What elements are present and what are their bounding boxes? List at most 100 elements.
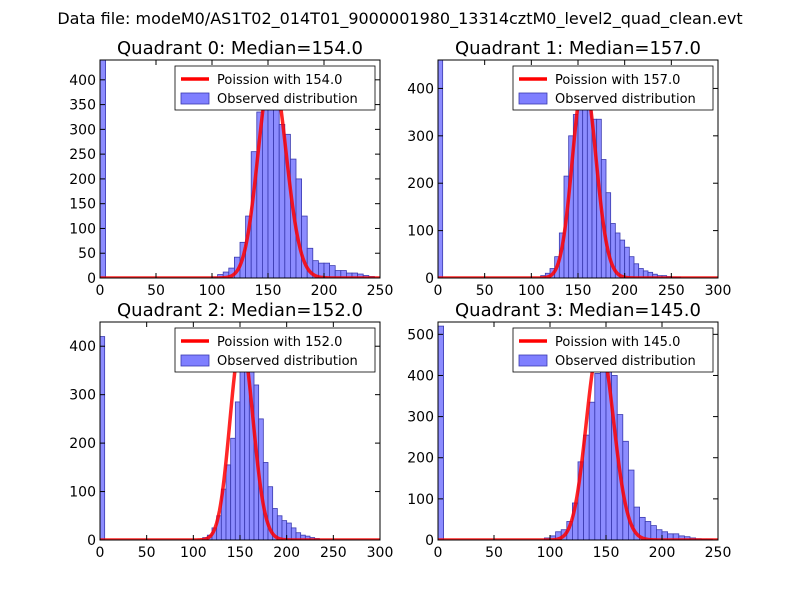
x-tick-label: 250	[658, 283, 685, 299]
y-tick-label: 400	[69, 339, 96, 355]
legend: Poission with 145.0 Observed distribution	[512, 327, 714, 373]
histogram-bar	[100, 336, 106, 540]
histogram-bar	[633, 263, 640, 278]
x-tick-label: 100	[199, 283, 226, 299]
legend-label-observed: Observed distribution	[217, 354, 358, 369]
y-tick-label: 0	[87, 533, 96, 549]
histogram-bar	[438, 60, 444, 278]
histogram-bar	[577, 90, 584, 278]
y-tick-label: 200	[407, 176, 434, 192]
legend-label-observed: Observed distribution	[217, 92, 358, 107]
legend-bar-swatch	[518, 354, 548, 367]
histogram-bar	[230, 437, 236, 540]
histogram-bar	[644, 521, 652, 540]
x-tick-label: 50	[147, 283, 165, 299]
y-tick-label: 200	[407, 451, 434, 467]
x-tick-label: 250	[367, 283, 394, 299]
x-tick-label: 150	[593, 545, 620, 561]
quadrant-0-panel: 0 50 100 150 200 250 0 50 100 150 200 250 300 350 400 Q…	[69, 38, 393, 299]
legend-bar-swatch	[518, 92, 548, 105]
x-tick-label: 200	[273, 545, 300, 561]
x-tick-label: 200	[311, 283, 338, 299]
histogram-bar	[281, 520, 288, 540]
legend-label-fit: Poission with 157.0	[555, 73, 680, 88]
x-tick-label: 100	[180, 545, 207, 561]
x-tick-label: 300	[705, 283, 732, 299]
histogram-bar	[594, 373, 601, 540]
y-tick-label: 300	[69, 388, 96, 404]
legend: Poission with 152.0 Observed distribution	[174, 327, 376, 373]
histogram-bar	[234, 401, 241, 540]
x-tick-label: 50	[138, 545, 156, 561]
x-tick-label: 0	[96, 283, 105, 299]
x-tick-label: 150	[227, 545, 254, 561]
y-tick-label: 0	[425, 533, 434, 549]
x-tick-label: 0	[96, 545, 105, 561]
histogram-bar	[438, 325, 444, 540]
y-tick-label: 150	[69, 197, 96, 213]
histogram-bar	[628, 256, 635, 278]
histogram-bar	[239, 362, 246, 540]
y-tick-label: 100	[407, 224, 434, 240]
x-tick-label: 250	[320, 545, 347, 561]
y-tick-label: 300	[69, 122, 96, 138]
histogram-bar	[650, 525, 657, 540]
histogram-bar	[290, 527, 297, 540]
histogram-bar	[273, 81, 280, 278]
legend-bar-swatch	[180, 354, 210, 367]
x-tick-label: 0	[434, 545, 443, 561]
histogram-bar	[100, 60, 106, 278]
y-tick-label: 250	[69, 147, 96, 163]
x-tick-label: 50	[476, 283, 494, 299]
y-tick-label: 100	[407, 492, 434, 508]
quadrant-3-panel: 0 50 100 150 200 250 0 100 200 300 400 500 Quadrant …	[407, 300, 731, 561]
histogram-bar	[225, 464, 232, 540]
legend-label-observed: Observed distribution	[555, 354, 696, 369]
y-tick-label: 200	[69, 172, 96, 188]
legend-label-fit: Poission with 154.0	[217, 73, 342, 88]
histogram-bar	[600, 362, 607, 540]
panel-title: Quadrant 3: Median=145.0	[455, 300, 701, 321]
x-tick-label: 100	[518, 283, 545, 299]
y-tick-label: 400	[407, 368, 434, 384]
x-tick-label: 50	[485, 545, 503, 561]
histogram-bar	[624, 246, 630, 278]
legend: Poission with 154.0 Observed distribution	[174, 65, 376, 111]
histogram-bar	[323, 262, 330, 278]
y-tick-label: 400	[407, 81, 434, 97]
y-tick-label: 50	[78, 246, 96, 262]
axes-frame	[437, 321, 719, 541]
legend-bar-swatch	[180, 92, 210, 105]
histogram-bar	[628, 469, 635, 540]
x-tick-label: 150	[565, 283, 592, 299]
poisson-fit-line	[438, 340, 718, 540]
legend-label-observed: Observed distribution	[555, 92, 696, 107]
histogram-bar	[619, 239, 626, 278]
histogram-bar	[588, 401, 596, 540]
y-tick-label: 300	[407, 129, 434, 145]
y-tick-label: 350	[69, 98, 96, 114]
y-tick-label: 0	[87, 271, 96, 287]
legend-label-fit: Poission with 145.0	[555, 335, 680, 350]
x-tick-label: 300	[367, 545, 394, 561]
quadrant-1-panel: 0 50 100 150 200 250 300 0 100 200 300 400 Quadrant …	[407, 38, 731, 299]
quadrant-2-panel: 0 50 100 150 200 250 300 0 100 200 300 400 Quadrant …	[69, 300, 393, 561]
panel-title: Quadrant 1: Median=157.0	[455, 38, 701, 59]
y-tick-label: 100	[69, 485, 96, 501]
histogram-bar	[286, 522, 292, 540]
legend-label-fit: Poission with 152.0	[217, 335, 342, 350]
legend: Poission with 157.0 Observed distribution	[512, 65, 714, 111]
y-tick-label: 200	[69, 436, 96, 452]
y-tick-label: 400	[69, 73, 96, 89]
y-tick-label: 300	[407, 410, 434, 426]
y-tick-label: 100	[69, 221, 96, 237]
y-tick-label: 500	[407, 327, 434, 343]
x-tick-label: 150	[255, 283, 282, 299]
x-tick-label: 200	[611, 283, 638, 299]
x-tick-label: 200	[649, 545, 676, 561]
panel-title: Quadrant 0: Median=154.0	[117, 38, 363, 59]
y-tick-label: 0	[425, 271, 434, 287]
x-tick-label: 0	[434, 283, 443, 299]
histogram-bar	[329, 265, 336, 278]
